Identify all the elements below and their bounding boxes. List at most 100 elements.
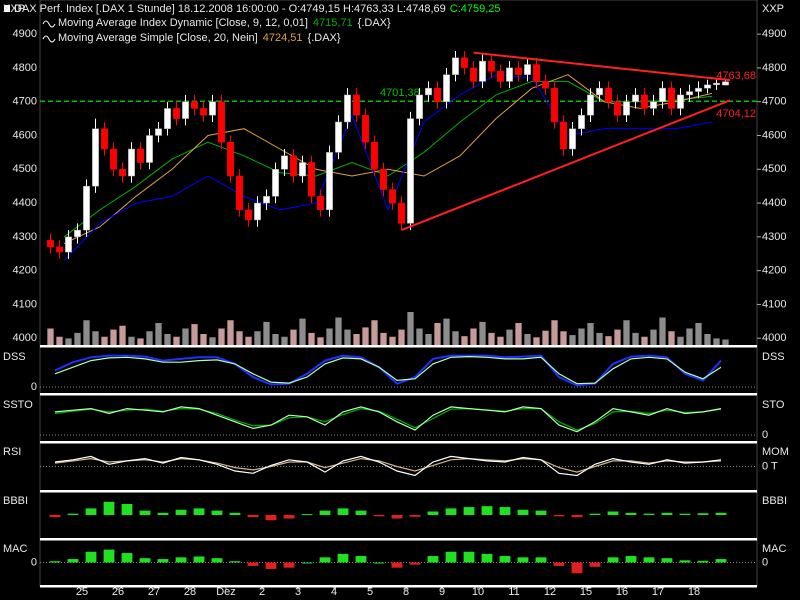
volume-bar bbox=[254, 331, 261, 345]
overlay-line bbox=[63, 74, 713, 261]
candle-body bbox=[74, 229, 81, 238]
histogram-bar bbox=[319, 557, 331, 563]
histogram-bar bbox=[49, 515, 61, 518]
panel-separator bbox=[40, 585, 757, 588]
histogram-bar bbox=[427, 511, 439, 515]
candle-body bbox=[614, 101, 621, 116]
volume-bar bbox=[704, 334, 711, 345]
volume-bar bbox=[623, 320, 630, 345]
histogram-bar bbox=[283, 515, 295, 519]
y-tick-label: 4900 bbox=[13, 28, 37, 40]
x-tick-label: 3 bbox=[295, 586, 301, 598]
legend-value: 4715,71 bbox=[313, 17, 353, 29]
candle-body bbox=[443, 74, 450, 102]
volume-bar bbox=[695, 323, 702, 345]
volume-bar bbox=[542, 330, 549, 345]
candle-body bbox=[632, 94, 639, 102]
histogram-bar bbox=[409, 515, 421, 517]
indicator-line bbox=[54, 455, 722, 477]
histogram-bar bbox=[391, 515, 403, 519]
volume-bar bbox=[515, 323, 522, 345]
candle-body bbox=[326, 152, 333, 211]
candle-body bbox=[182, 101, 189, 119]
axis-unit: XXP bbox=[762, 3, 784, 15]
volume-bar bbox=[632, 332, 639, 345]
panel-label: MAC bbox=[762, 543, 787, 555]
panel-label: MOM bbox=[762, 446, 789, 458]
candle-body bbox=[362, 114, 369, 143]
panel-label: STO bbox=[762, 399, 785, 411]
histogram-bar bbox=[85, 551, 97, 563]
candle-body bbox=[299, 162, 306, 177]
candle-body bbox=[488, 60, 495, 72]
y-tick-label: 4900 bbox=[762, 28, 786, 40]
candle-body bbox=[587, 94, 594, 116]
histogram-bar bbox=[481, 553, 493, 563]
volume-bar bbox=[47, 328, 54, 345]
x-tick-label: 16 bbox=[616, 586, 628, 598]
volume-bar bbox=[677, 336, 684, 345]
volume-bar bbox=[416, 328, 423, 345]
volume-bar bbox=[614, 329, 621, 345]
histogram-bar bbox=[211, 510, 223, 515]
panel-label: RSI bbox=[3, 446, 21, 458]
candle-body bbox=[218, 101, 225, 143]
y-tick-label: 4000 bbox=[13, 332, 37, 344]
volume-bar bbox=[335, 317, 342, 345]
candle-body bbox=[704, 84, 711, 89]
candle-body bbox=[146, 135, 153, 163]
volume-bar bbox=[578, 328, 585, 345]
histogram-bar bbox=[589, 562, 601, 567]
panel-separator bbox=[40, 441, 757, 444]
histogram-bar bbox=[355, 556, 367, 563]
candle-body bbox=[164, 108, 171, 129]
y-tick-label: 4600 bbox=[762, 129, 786, 141]
y-tick-label: 4200 bbox=[13, 265, 37, 277]
volume-bar bbox=[425, 334, 432, 345]
histogram-bar bbox=[535, 510, 547, 515]
x-tick-label: 8 bbox=[403, 586, 409, 598]
volume-bar bbox=[110, 329, 117, 345]
indicator-line bbox=[54, 457, 722, 473]
histogram-bar bbox=[679, 560, 691, 563]
histogram-bar bbox=[463, 551, 475, 563]
candle-body bbox=[317, 196, 324, 211]
volume-bar bbox=[722, 339, 729, 345]
volume-bar bbox=[668, 331, 675, 345]
title: DAX Perf. Index [.DAX 1 Stunde] 18.12.20… bbox=[14, 3, 446, 15]
y-tick-label: 4300 bbox=[13, 231, 37, 243]
candle-body bbox=[461, 57, 468, 69]
histogram-bar bbox=[103, 501, 115, 515]
volume-bar bbox=[650, 329, 657, 345]
candle-body bbox=[425, 87, 432, 96]
histogram-bar bbox=[337, 508, 349, 515]
title-close: C:4759,25 bbox=[450, 3, 501, 15]
candle-body bbox=[515, 67, 522, 75]
volume-bar bbox=[299, 318, 306, 345]
candle-body bbox=[263, 196, 270, 204]
trendline-label: 4763,68 bbox=[716, 70, 756, 82]
panel-separator bbox=[40, 490, 757, 493]
volume-bar bbox=[407, 312, 414, 345]
histogram-bar bbox=[283, 562, 295, 568]
histogram-bar bbox=[193, 556, 205, 563]
histogram-bar bbox=[445, 551, 457, 563]
candle-body bbox=[398, 202, 405, 224]
volume-bar bbox=[551, 320, 558, 345]
candle-body bbox=[191, 101, 198, 109]
candle-body bbox=[560, 121, 567, 150]
candle-body bbox=[668, 87, 675, 109]
candle-body bbox=[101, 128, 108, 150]
level-label: 4701,38 bbox=[380, 87, 420, 99]
histogram-bar bbox=[697, 513, 709, 515]
candle-body bbox=[47, 239, 54, 248]
candle-body bbox=[236, 175, 243, 211]
volume-bar bbox=[641, 336, 648, 345]
legend-entry: Moving Average Simple [Close, 20, Nein] 4… bbox=[58, 32, 341, 44]
volume-bar bbox=[74, 332, 81, 345]
panel-label: DSS bbox=[3, 351, 26, 363]
x-tick-label: 12 bbox=[544, 586, 556, 598]
histogram-bar bbox=[427, 556, 439, 563]
candle-body bbox=[407, 118, 414, 224]
